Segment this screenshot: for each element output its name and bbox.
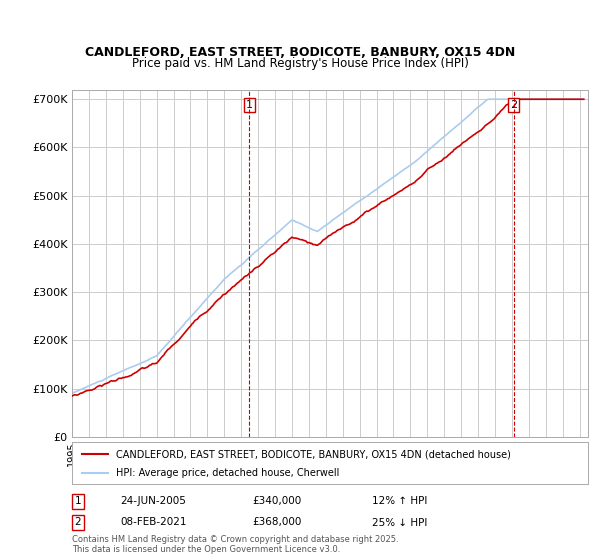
Text: 25% ↓ HPI: 25% ↓ HPI xyxy=(372,517,427,528)
Text: 2: 2 xyxy=(74,517,82,528)
Text: 1: 1 xyxy=(246,100,253,110)
Text: CANDLEFORD, EAST STREET, BODICOTE, BANBURY, OX15 4DN (detached house): CANDLEFORD, EAST STREET, BODICOTE, BANBU… xyxy=(116,449,511,459)
Text: 2: 2 xyxy=(510,100,517,110)
Text: Price paid vs. HM Land Registry's House Price Index (HPI): Price paid vs. HM Land Registry's House … xyxy=(131,57,469,70)
Text: 24-JUN-2005: 24-JUN-2005 xyxy=(120,496,186,506)
Text: £340,000: £340,000 xyxy=(252,496,301,506)
Text: 1: 1 xyxy=(74,496,82,506)
Text: Contains HM Land Registry data © Crown copyright and database right 2025.
This d: Contains HM Land Registry data © Crown c… xyxy=(72,535,398,554)
Text: 08-FEB-2021: 08-FEB-2021 xyxy=(120,517,187,528)
Text: CANDLEFORD, EAST STREET, BODICOTE, BANBURY, OX15 4DN: CANDLEFORD, EAST STREET, BODICOTE, BANBU… xyxy=(85,46,515,59)
Text: £368,000: £368,000 xyxy=(252,517,301,528)
Text: HPI: Average price, detached house, Cherwell: HPI: Average price, detached house, Cher… xyxy=(116,468,339,478)
Text: 12% ↑ HPI: 12% ↑ HPI xyxy=(372,496,427,506)
